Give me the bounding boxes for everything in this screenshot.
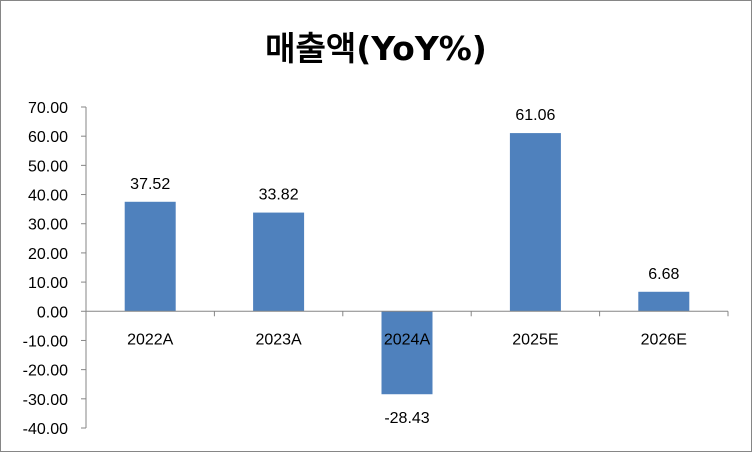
data-label: -28.43 (384, 410, 429, 427)
y-tick-label: -40.00 (23, 421, 68, 438)
bar-2026e (638, 291, 690, 312)
y-tick-label: 50.00 (28, 158, 68, 175)
y-axis: 70.00 60.00 50.00 40.00 30.00 20.00 10.00 0.00 -… (23, 100, 87, 438)
y-tick-label: 60.00 (28, 129, 68, 146)
y-tick-label: -10.00 (23, 333, 68, 350)
y-tick-label: 40.00 (28, 188, 68, 205)
bar-2023a (253, 212, 305, 312)
bar-2025e (509, 133, 561, 312)
x-tick-label: 2024A (384, 331, 431, 348)
x-tick-label: 2026E (641, 331, 687, 348)
x-tick-label: 2022A (127, 331, 174, 348)
y-tick-label: -30.00 (23, 392, 68, 409)
y-tick-label: -20.00 (23, 363, 68, 380)
y-tick-label: 20.00 (28, 246, 68, 263)
x-axis: 2022A 2023A 2024A 2025E 2026E (85, 310, 729, 348)
chart-title: 매출액(YoY%) (265, 29, 487, 68)
bars (124, 133, 690, 395)
data-label: 6.68 (648, 266, 679, 283)
data-labels: 37.52 33.82 -28.43 61.06 6.68 (130, 107, 679, 427)
y-tick-label: 70.00 (28, 100, 68, 117)
x-tick-label: 2025E (512, 331, 558, 348)
y-tick-label: 0.00 (37, 304, 68, 321)
data-label: 61.06 (515, 107, 555, 124)
data-label: 33.82 (259, 187, 299, 204)
y-tick-label: 30.00 (28, 217, 68, 234)
data-label: 37.52 (130, 176, 170, 193)
bar-2022a (124, 201, 176, 312)
y-tick-label: 10.00 (28, 275, 68, 292)
bar-2024a (381, 311, 433, 395)
x-tick-label: 2023A (255, 331, 302, 348)
